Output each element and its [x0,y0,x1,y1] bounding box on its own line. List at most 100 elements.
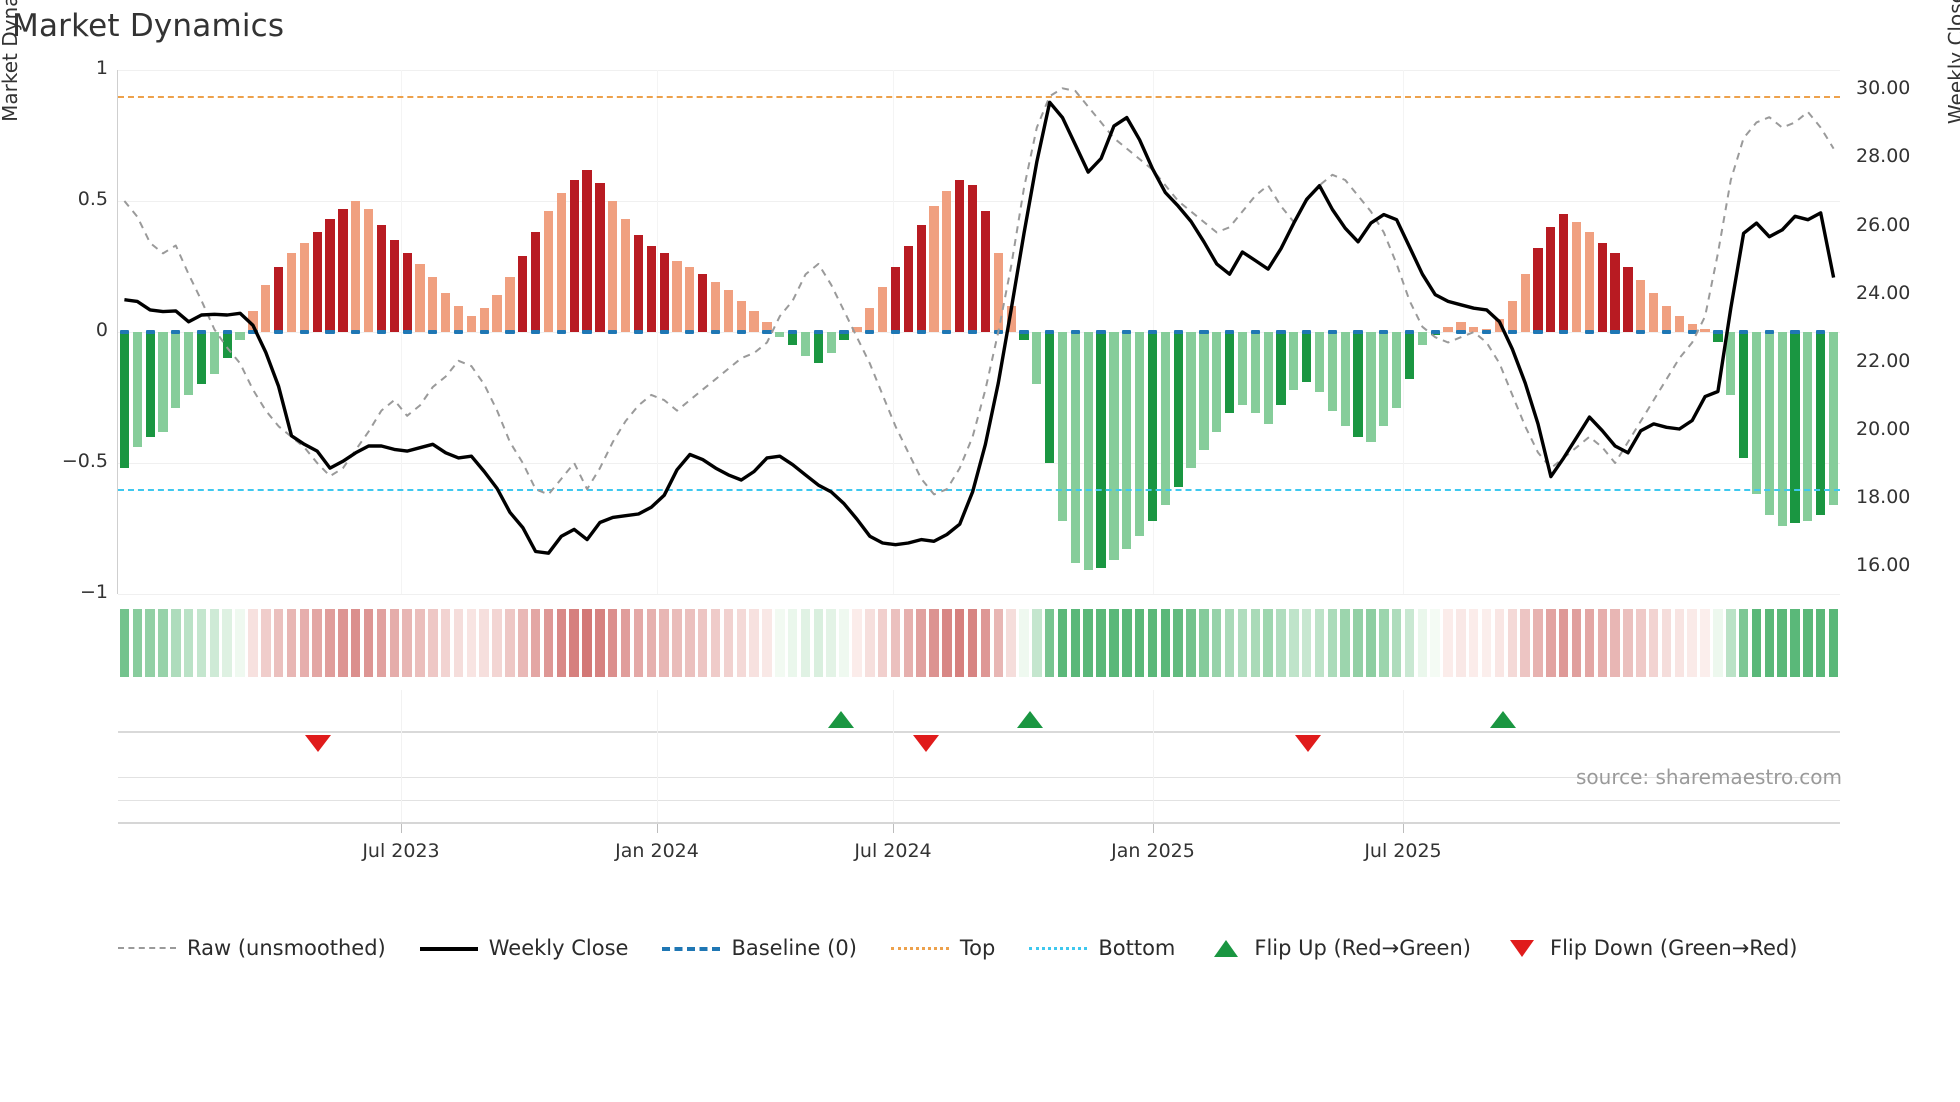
bar [1199,332,1209,450]
heatmap-cell [145,609,155,677]
legend-item[interactable]: Flip Down (Green→Red) [1505,936,1797,960]
legend-label: Weekly Close [488,936,629,960]
bar [286,253,297,332]
bar [1700,329,1710,332]
heatmap-cell [903,609,914,677]
x-gridline-lower [1153,690,1154,822]
bar [1546,227,1556,332]
heatmap-cell [1507,609,1518,677]
baseline-dash [942,330,952,334]
legend-item[interactable]: Bottom [1029,936,1175,960]
x-tick-mark [1153,824,1154,833]
y-tick-right: 24.00 [1856,281,1911,304]
bar [1417,332,1427,346]
bar [184,332,194,395]
heatmap-cell [1751,609,1762,677]
legend-item[interactable]: Flip Up (Red→Green) [1209,936,1471,960]
y-tick-left: −0.5 [61,450,108,472]
heatmap-cell [1468,609,1479,677]
heatmap-cell [171,609,181,677]
gridline-v [1403,70,1404,594]
heatmap-cell [685,609,695,677]
baseline-dash [1713,330,1723,334]
heatmap-cell [1430,609,1440,677]
y-tick-right: 16.00 [1856,553,1911,576]
heatmap-cell [1353,609,1363,677]
baseline-dash [1456,330,1466,334]
bar [877,287,888,332]
heatmap-cell [1314,609,1325,677]
legend-item[interactable]: Top [890,936,995,960]
y-tick-right: 30.00 [1856,77,1911,100]
legend-item[interactable]: Raw (unsmoothed) [118,936,386,960]
heatmap-cell [775,609,785,677]
bar [1456,321,1466,332]
bar [1366,332,1376,443]
heatmap-cell [1417,609,1428,677]
heatmap-cell [1160,609,1171,677]
reference-line-top [118,96,1840,99]
bar [363,208,374,332]
legend-item[interactable]: Weekly Close [419,936,629,960]
bar [1224,332,1235,414]
bar [633,235,644,332]
baseline-dash [1559,330,1569,334]
heatmap-cell [980,609,991,677]
bar [543,211,554,332]
x-tick-mark [401,824,402,833]
heatmap-cell [787,609,798,677]
bar [351,201,361,332]
bar [1597,242,1607,332]
heatmap-cell [1636,609,1646,677]
bar [1636,279,1646,332]
bar [222,332,232,359]
line-series-overlay [123,87,1836,555]
divider-rule-1 [118,777,1840,778]
flip-down-marker [1295,735,1321,752]
legend-label: Raw (unsmoothed) [187,936,386,960]
baseline-dash [582,330,592,334]
heatmap-cell [929,609,939,677]
bar [852,326,862,332]
bar [1327,332,1338,411]
heatmap-cell [1571,609,1582,677]
bar [1803,332,1813,521]
y-tick-right: 28.00 [1856,145,1911,168]
baseline-dash [196,330,207,334]
heatmap-cell [659,609,669,677]
heatmap-cell [813,609,824,677]
source-credit: source: sharemaestro.com [1576,765,1842,789]
bar [1469,326,1479,332]
baseline-dash [1045,330,1055,334]
heatmap-cell [1250,609,1261,677]
bar [698,274,708,332]
legend-label: Flip Down (Green→Red) [1549,936,1798,960]
legend-line-swatch [890,947,949,950]
x-tick-label: Jul 2023 [362,840,440,862]
bar [1083,332,1093,571]
heatmap-cell [261,609,271,677]
bar [582,169,592,332]
heatmap-cell [119,609,130,677]
legend-item[interactable]: Baseline (0) [662,936,857,960]
bar [1738,332,1749,458]
baseline-dash [1533,330,1543,334]
legend-swatch [1209,939,1243,957]
legend-line-swatch [1029,947,1088,950]
bar [1109,332,1119,560]
flip-down-marker [913,735,939,752]
bar [1610,253,1620,332]
heatmap-cell [1263,609,1273,677]
y-tick-right: 20.00 [1856,417,1911,440]
baseline-dash [299,330,309,334]
bar [325,219,335,332]
baseline-dash [865,330,875,334]
baseline-dash [1430,330,1440,334]
bar [1160,332,1170,505]
heatmap-cell [633,609,644,677]
bar [685,266,695,332]
bar [1571,221,1582,332]
heatmap-cell [1109,609,1119,677]
heatmap-cell [1456,609,1466,677]
heatmap-cell [1096,609,1106,677]
